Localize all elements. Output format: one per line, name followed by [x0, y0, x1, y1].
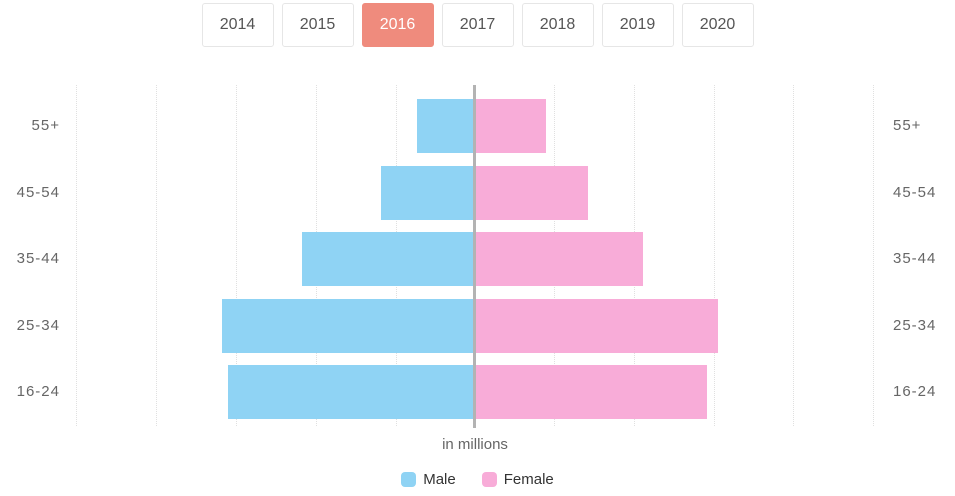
category-label-left: 45-54: [16, 184, 60, 201]
row-45-54: 45-54 45-54: [0, 166, 955, 220]
male-bar[interactable]: [417, 99, 475, 153]
female-bar[interactable]: [475, 99, 546, 153]
category-label-right: 25-34: [893, 317, 937, 334]
category-label-right: 55+: [893, 117, 922, 134]
gridline: [873, 85, 874, 426]
female-bar[interactable]: [475, 299, 718, 353]
male-bar[interactable]: [381, 166, 475, 220]
center-axis-line: [473, 85, 476, 428]
male-swatch-icon: [401, 471, 417, 487]
legend-item-male[interactable]: Male: [401, 471, 456, 488]
row-16-24: 16-24 16-24: [0, 365, 955, 419]
category-label-left: 55+: [31, 117, 60, 134]
category-label-left: 25-34: [16, 317, 60, 334]
row-25-34: 25-34 25-34: [0, 299, 955, 353]
female-bar[interactable]: [475, 166, 588, 220]
row-55plus: 55+ 55+: [0, 99, 955, 153]
gridline: [793, 85, 794, 426]
female-swatch-icon: [481, 471, 497, 487]
legend-label: Male: [423, 470, 456, 488]
tab-2019[interactable]: 2019: [601, 3, 674, 47]
male-bar[interactable]: [228, 365, 475, 419]
male-bar[interactable]: [302, 232, 475, 286]
category-label-right: 35-44: [893, 250, 937, 267]
chart-legend: Male Female: [0, 467, 955, 491]
category-label-left: 16-24: [16, 383, 60, 400]
gridline: [156, 85, 157, 426]
male-bar[interactable]: [222, 299, 475, 353]
category-label-right: 45-54: [893, 184, 937, 201]
tab-2016[interactable]: 2016: [361, 3, 434, 47]
tab-2018[interactable]: 2018: [521, 3, 594, 47]
legend-label: Female: [503, 470, 554, 488]
tab-2017[interactable]: 2017: [441, 3, 514, 47]
female-bar[interactable]: [475, 232, 643, 286]
tab-2015[interactable]: 2015: [281, 3, 354, 47]
legend-item-female[interactable]: Female: [481, 470, 554, 488]
row-35-44: 35-44 35-44: [0, 232, 955, 286]
gridline: [76, 85, 77, 426]
female-bar[interactable]: [475, 365, 707, 419]
tab-2020[interactable]: 2020: [681, 3, 754, 47]
year-tabbar: 2014 2015 2016 2017 2018 2019 2020: [0, 3, 955, 47]
category-label-left: 35-44: [16, 250, 60, 267]
gridline: [714, 85, 715, 426]
pyramid-chart: 55+ 55+ 45-54 45-54 35-44 35-44 25-34 25…: [0, 85, 955, 428]
tab-2014[interactable]: 2014: [201, 3, 274, 47]
gridline: [236, 85, 237, 426]
category-label-right: 16-24: [893, 383, 937, 400]
x-axis-title: in millions: [442, 436, 508, 453]
